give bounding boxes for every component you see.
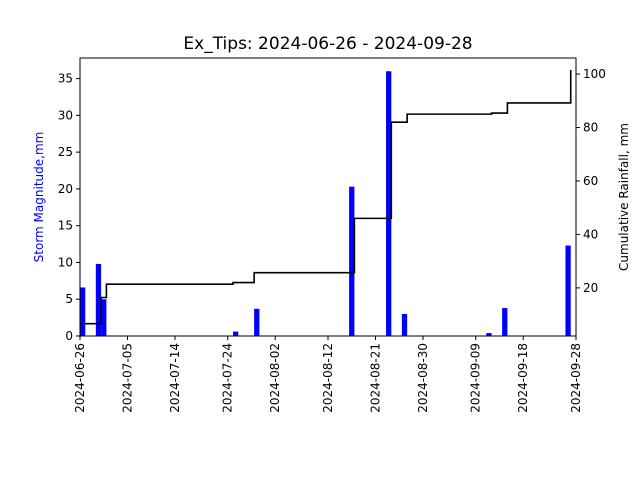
right-y-tick-label: 100 <box>583 67 606 81</box>
x-tick-label: 2024-09-18 <box>516 343 530 413</box>
x-axis-ticks: 2024-06-26 2024-07-05 2024-07-14 2024-07-24… <box>73 336 583 413</box>
left-y-tick-label: 25 <box>58 145 73 159</box>
left-y-tick-label: 20 <box>58 182 73 196</box>
x-tick-label: 2024-07-05 <box>120 343 134 413</box>
right-y-tick-label: 60 <box>583 174 598 188</box>
x-tick-label: 2024-09-28 <box>569 343 583 413</box>
x-tick-label: 2024-07-24 <box>221 343 235 413</box>
left-y-tick-label: 10 <box>58 255 73 269</box>
left-y-axis-ticks: 0 5 10 15 20 25 30 35 <box>58 72 80 343</box>
storm-bar <box>502 308 508 336</box>
x-tick-label: 2024-07-14 <box>168 343 182 413</box>
storm-bar <box>486 333 492 336</box>
right-y-tick-label: 80 <box>583 121 598 135</box>
storm-bar <box>565 245 571 336</box>
left-y-tick-label: 30 <box>58 108 73 122</box>
chart-title: Ex_Tips: 2024-06-26 - 2024-09-28 <box>183 34 472 54</box>
storm-bar <box>386 71 392 337</box>
left-y-tick-label: 15 <box>58 219 73 233</box>
x-tick-label: 2024-08-30 <box>416 343 430 413</box>
left-y-tick-label: 0 <box>65 329 73 343</box>
right-y-axis-title: Cumulative Rainfall, mm <box>617 123 631 271</box>
left-y-axis-title: Storm Magnitude,mm <box>32 132 46 263</box>
left-y-tick-label: 35 <box>58 72 73 86</box>
storm-bar <box>80 287 86 336</box>
x-tick-label: 2024-08-21 <box>368 343 382 413</box>
left-y-tick-label: 5 <box>65 292 73 306</box>
storm-bar <box>349 186 355 336</box>
storm-bar <box>95 263 102 336</box>
storm-bar <box>254 308 260 336</box>
x-tick-label: 2024-08-12 <box>321 343 335 413</box>
right-y-tick-label: 40 <box>583 227 598 241</box>
cumulative-rainfall-line <box>80 70 572 325</box>
storm-bar <box>401 313 408 336</box>
bars-layer <box>80 71 571 337</box>
x-tick-label: 2024-08-02 <box>268 343 282 413</box>
x-tick-label: 2024-09-09 <box>469 343 483 413</box>
x-tick-label: 2024-06-26 <box>73 343 87 413</box>
right-y-tick-label: 20 <box>583 281 598 295</box>
right-y-axis-ticks: 20 40 60 80 100 <box>576 67 606 295</box>
storm-bar <box>101 299 107 336</box>
storm-bar <box>233 331 239 336</box>
